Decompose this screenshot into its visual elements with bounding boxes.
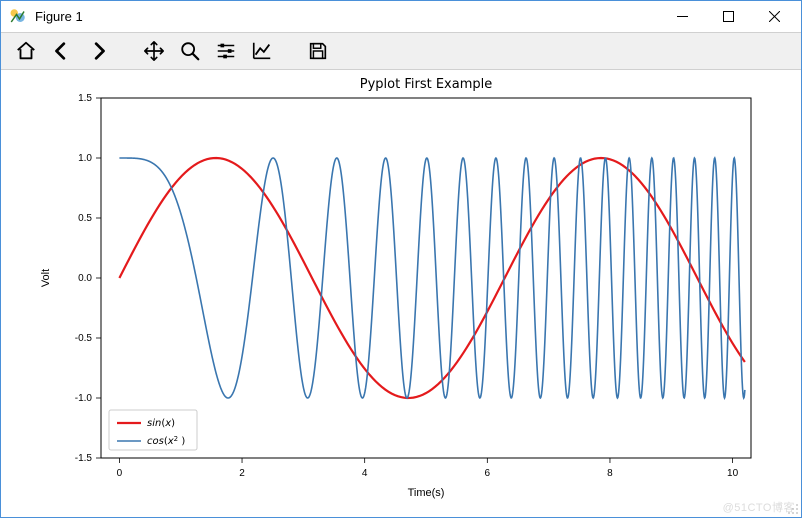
window-title: Figure 1 <box>35 9 83 24</box>
subplots-button[interactable] <box>209 34 243 68</box>
y-tick-label: -1.5 <box>75 453 93 464</box>
figure-window: Figure 1 <box>0 0 802 518</box>
plot-area: Pyplot First Example 0 2 4 6 8 10 Time(s) -1.5 -1… <box>1 70 801 517</box>
y-tick-label: -0.5 <box>75 333 93 344</box>
x-tick-label: 6 <box>485 468 491 479</box>
y-axis-label: Volt <box>40 269 52 287</box>
resize-grip-icon <box>787 503 799 515</box>
pan-button[interactable] <box>137 34 171 68</box>
y-tick-label: -1.0 <box>75 393 93 404</box>
x-tick-label: 2 <box>239 468 245 479</box>
legend: sin(x) cos(x2 ) <box>109 410 197 450</box>
y-tick-label: 1.0 <box>78 153 92 164</box>
y-tick-label: 0.0 <box>78 273 92 284</box>
zoom-button[interactable] <box>173 34 207 68</box>
close-button[interactable] <box>751 1 797 31</box>
x-tick-label: 0 <box>117 468 123 479</box>
maximize-button[interactable] <box>705 1 751 31</box>
watermark-text: @51CTO博客 <box>723 499 795 515</box>
x-axis-label: Time(s) <box>408 487 445 499</box>
x-tick-label: 4 <box>362 468 368 479</box>
legend-label: sin(x) <box>147 418 175 429</box>
axes-frame <box>101 98 751 458</box>
forward-button[interactable] <box>81 34 115 68</box>
chart-title: Pyplot First Example <box>360 77 492 92</box>
minimize-button[interactable] <box>659 1 705 31</box>
chart-canvas: Pyplot First Example 0 2 4 6 8 10 Time(s) -1.5 -1… <box>1 70 801 514</box>
y-tick-label: 0.5 <box>78 213 92 224</box>
x-tick-label: 8 <box>607 468 613 479</box>
figure-toolbar <box>1 32 801 70</box>
x-tick-label: 10 <box>727 468 739 479</box>
app-icon <box>9 7 27 25</box>
save-button[interactable] <box>301 34 335 68</box>
y-tick-label: 1.5 <box>78 93 92 104</box>
back-button[interactable] <box>45 34 79 68</box>
legend-label: cos(x2 ) <box>147 435 185 447</box>
axis-edit-button[interactable] <box>245 34 279 68</box>
home-button[interactable] <box>9 34 43 68</box>
titlebar: Figure 1 <box>1 1 801 32</box>
